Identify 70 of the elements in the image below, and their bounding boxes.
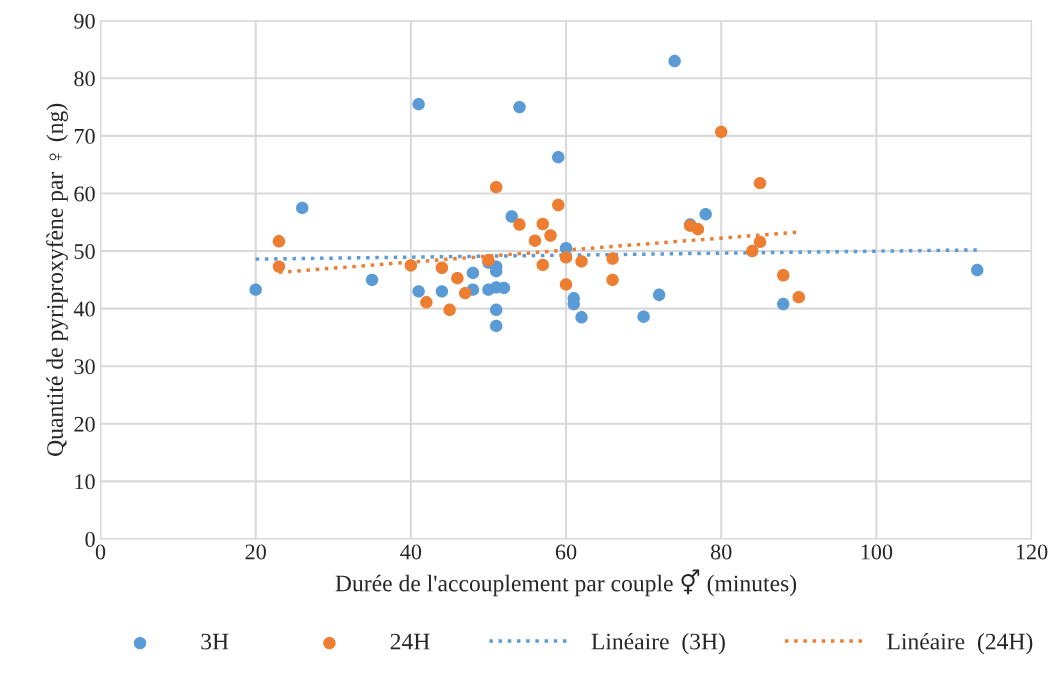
point	[606, 273, 619, 287]
point	[296, 201, 309, 215]
point	[746, 244, 759, 258]
point	[714, 125, 728, 139]
point	[365, 273, 379, 287]
x-tick-label: 40	[400, 544, 422, 560]
point	[559, 278, 573, 291]
point	[552, 150, 565, 164]
legend-label: 3H	[201, 633, 229, 650]
point	[971, 263, 984, 277]
y-tick-label: 40	[73, 301, 95, 317]
x-tick-label: 60	[555, 544, 577, 560]
y-tick-label: 20	[74, 416, 95, 432]
point	[412, 285, 425, 298]
point	[272, 235, 286, 248]
x-axis-title: Durée de l'accouplement par couple ⚥ (minutes)	[335, 569, 797, 597]
point	[451, 271, 464, 285]
point	[489, 319, 503, 333]
point	[420, 296, 433, 309]
point	[536, 217, 549, 231]
point	[792, 290, 805, 304]
point	[435, 285, 449, 298]
point	[489, 303, 503, 317]
point	[668, 54, 681, 68]
point	[699, 208, 712, 221]
point	[552, 198, 565, 212]
x-tick-label: 80	[710, 544, 732, 560]
point	[575, 255, 588, 268]
point	[466, 266, 480, 280]
legend-label: Linéaire (3H)	[591, 632, 725, 655]
point	[489, 180, 503, 194]
y-tick-label: 70	[74, 128, 95, 144]
point	[637, 310, 650, 323]
x-tick-label: 120	[1016, 544, 1048, 560]
y-tick-label: 30	[74, 359, 95, 375]
point	[404, 259, 418, 272]
point	[606, 252, 619, 265]
y-tick-label: 0	[85, 531, 95, 547]
point	[528, 234, 542, 247]
y-tick-label: 60	[74, 186, 95, 202]
point	[458, 286, 472, 300]
x-tick-label: 100	[861, 544, 893, 560]
point	[513, 100, 526, 114]
y-tick-label: 10	[75, 474, 95, 490]
point	[691, 222, 705, 236]
point	[544, 229, 557, 242]
point	[412, 98, 425, 111]
point	[753, 235, 767, 249]
legend-label: 24H	[390, 633, 430, 650]
point	[575, 311, 588, 324]
point	[536, 258, 549, 272]
point	[652, 288, 666, 302]
y-tick-label: 80	[74, 71, 95, 87]
x-tick-label: 0	[95, 544, 106, 560]
y-axis-title: Quantité de pyriproxyfène par ♀ (ng)	[46, 103, 68, 456]
point	[497, 281, 511, 295]
y-tick-label: 90	[74, 13, 95, 29]
point	[513, 218, 526, 231]
x-tick-label: 20	[245, 544, 266, 560]
point	[753, 176, 767, 190]
point	[435, 261, 449, 274]
point	[777, 269, 790, 282]
legend-label: Linéaire (24H)	[887, 632, 1033, 655]
point	[443, 303, 456, 317]
point	[559, 251, 573, 264]
point	[272, 260, 286, 273]
point	[505, 210, 518, 223]
point	[249, 283, 262, 296]
y-tick-label: 50	[74, 244, 95, 259]
point	[777, 297, 790, 311]
